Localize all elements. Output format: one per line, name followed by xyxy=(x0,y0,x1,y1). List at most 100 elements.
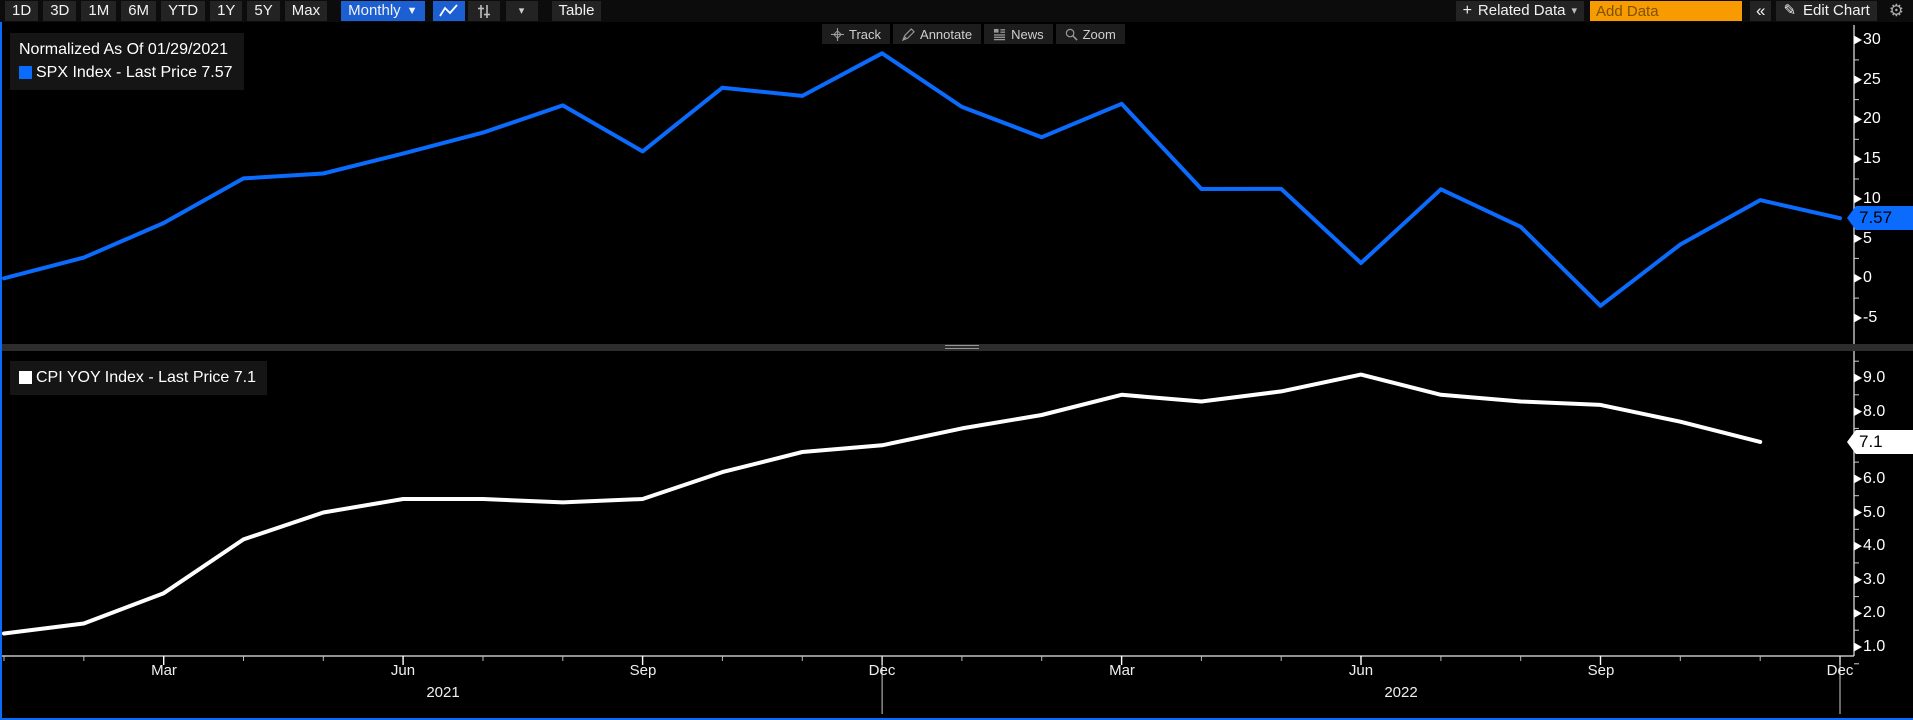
y-tick-arrow xyxy=(1854,114,1862,124)
y-axis-label: 3.0 xyxy=(1863,571,1886,588)
y-axis-label: 9.0 xyxy=(1863,369,1886,386)
cpi-legend-text: CPI YOY Index - Last Price 7.1 xyxy=(36,369,256,386)
chart-options-dropdown[interactable]: ▾ xyxy=(505,1,538,21)
y-tick-arrow xyxy=(1854,35,1862,45)
range-button-ytd[interactable]: YTD xyxy=(161,1,206,21)
range-button-5y[interactable]: 5Y xyxy=(247,1,280,21)
table-button[interactable]: Table xyxy=(551,1,602,21)
line-chart-icon xyxy=(438,4,458,17)
spx-legend-row: SPX Index - Last Price 7.57 xyxy=(19,61,233,84)
y-tick-arrow xyxy=(1854,154,1862,164)
caret-down-icon: ▾ xyxy=(1571,5,1577,17)
y-tick-arrow xyxy=(1854,194,1862,204)
spx-line-series[interactable] xyxy=(2,51,1842,308)
y-tick-arrow xyxy=(1854,234,1862,244)
y-tick-arrow xyxy=(1854,541,1862,551)
y-tick-arrow xyxy=(1854,313,1862,323)
edit-chart-label: Edit Chart xyxy=(1803,2,1870,19)
y-tick-arrow xyxy=(1854,642,1862,652)
caret-down-icon: ▼ xyxy=(406,5,418,17)
zoom-button[interactable]: Zoom xyxy=(1055,24,1125,44)
settings-gear-button[interactable]: ⚙ xyxy=(1888,1,1904,20)
y-axis-label: 2.0 xyxy=(1863,604,1886,621)
y-axis-label: 1.0 xyxy=(1863,638,1886,655)
y-axis-label: 8.0 xyxy=(1863,403,1886,420)
news-button[interactable]: News xyxy=(984,24,1053,44)
x-axis-month-label: Dec xyxy=(868,662,896,679)
top-panel-legend[interactable]: Normalized As Of 01/29/2021 SPX Index - … xyxy=(10,33,244,90)
chart-overlay-toolbar: Track Annotate News xyxy=(822,24,1128,44)
line-chart-type-button[interactable] xyxy=(432,1,465,21)
x-axis-month-label: Jun xyxy=(390,662,416,679)
magnifier-icon xyxy=(1065,28,1078,41)
range-button-1m[interactable]: 1M xyxy=(81,1,117,21)
range-button-max[interactable]: Max xyxy=(284,1,328,21)
bottom-panel-legend[interactable]: CPI YOY Index - Last Price 7.1 xyxy=(10,361,267,395)
cpi-last-price-badge: 7.1 xyxy=(1847,430,1913,454)
cpi-series-swatch xyxy=(19,371,32,384)
y-tick-arrow xyxy=(1854,575,1862,585)
news-lines-icon xyxy=(994,28,1006,40)
period-dropdown[interactable]: Monthly ▼ xyxy=(341,1,425,21)
y-tick-arrow xyxy=(1854,474,1862,484)
y-tick-arrow xyxy=(1854,373,1862,383)
caret-down-icon: ▾ xyxy=(518,5,525,17)
related-data-label: Related Data xyxy=(1477,2,1566,19)
axis-settings-button[interactable] xyxy=(467,1,500,21)
pencil-icon xyxy=(902,27,915,41)
spx-last-price-badge: 7.57 xyxy=(1847,206,1913,230)
sliders-icon xyxy=(477,4,490,18)
related-data-button[interactable]: + Related Data ▾ xyxy=(1455,1,1584,21)
zoom-label: Zoom xyxy=(1082,26,1116,42)
range-button-6m[interactable]: 6M xyxy=(121,1,157,21)
annotate-label: Annotate xyxy=(920,26,973,42)
y-axis-label: 15 xyxy=(1863,150,1881,167)
panel-divider-handle[interactable] xyxy=(945,345,979,349)
track-button[interactable]: Track xyxy=(822,24,891,44)
news-label: News xyxy=(1011,26,1044,42)
pencil-icon: ✎ xyxy=(1783,2,1797,19)
x-axis-year-label: 2021 xyxy=(426,684,460,701)
collapse-toolbar-button[interactable]: « xyxy=(1750,1,1772,21)
toolbar-spacer xyxy=(601,0,1450,22)
chart-plot xyxy=(2,25,1862,714)
edit-chart-button[interactable]: ✎ Edit Chart xyxy=(1776,1,1877,21)
spx-legend-text: SPX Index - Last Price 7.57 xyxy=(36,64,233,81)
range-button-1d[interactable]: 1D xyxy=(5,1,39,21)
y-axis-label: 30 xyxy=(1863,31,1881,48)
cpi-line-series[interactable] xyxy=(2,372,1763,636)
chart-region: Track Annotate News xyxy=(0,22,1913,720)
y-tick-arrow xyxy=(1854,508,1862,517)
toolbar: 1D 3D 1M 6M YTD 1Y 5Y Max Monthly ▼ ▾ Ta… xyxy=(0,0,1913,22)
panel-divider[interactable] xyxy=(2,344,1913,351)
y-axis-label: 4.0 xyxy=(1863,537,1886,554)
track-label: Track xyxy=(849,26,882,42)
y-axis-label: 6.0 xyxy=(1863,470,1886,487)
x-axis-month-label: Jun xyxy=(1348,662,1374,679)
period-dropdown-label: Monthly xyxy=(348,2,401,19)
y-tick-arrow xyxy=(1854,273,1862,283)
x-axis-month-label: Mar xyxy=(151,662,177,679)
y-tick-arrow xyxy=(1854,608,1862,618)
range-button-3d[interactable]: 3D xyxy=(43,1,77,21)
x-axis-year-label: 2022 xyxy=(1384,684,1418,701)
y-axis-label: 10 xyxy=(1863,190,1881,207)
normalized-note-text: Normalized As Of 01/29/2021 xyxy=(19,41,229,58)
y-axis-label: 20 xyxy=(1863,110,1881,127)
annotate-button[interactable]: Annotate xyxy=(893,24,982,44)
range-button-1y[interactable]: 1Y xyxy=(210,1,243,21)
y-axis-label: 5.0 xyxy=(1863,504,1886,521)
cpi-legend-row: CPI YOY Index - Last Price 7.1 xyxy=(19,366,256,389)
y-tick-arrow xyxy=(1854,75,1862,85)
spx-series-swatch xyxy=(19,66,32,79)
y-axis-label: 25 xyxy=(1863,71,1881,88)
x-axis-month-label: Sep xyxy=(1587,662,1615,679)
normalized-note: Normalized As Of 01/29/2021 xyxy=(19,38,233,61)
y-axis-label: 0 xyxy=(1863,269,1872,286)
add-data-input[interactable] xyxy=(1590,1,1742,21)
x-axis-month-label: Sep xyxy=(629,662,657,679)
y-axis-label: -5 xyxy=(1863,309,1878,326)
x-axis-month-label: Dec xyxy=(1826,662,1854,679)
y-axis-label: 5 xyxy=(1863,230,1872,247)
y-tick-arrow xyxy=(1854,407,1862,417)
